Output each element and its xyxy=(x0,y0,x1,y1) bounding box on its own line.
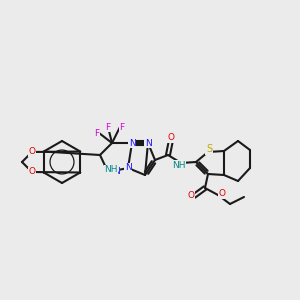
Text: NH: NH xyxy=(104,166,118,175)
Text: O: O xyxy=(167,134,175,142)
Text: F: F xyxy=(119,122,124,131)
Text: O: O xyxy=(218,190,226,199)
Text: N: N xyxy=(124,164,131,172)
Text: N: N xyxy=(145,139,152,148)
Text: F: F xyxy=(105,122,111,131)
Text: NH: NH xyxy=(172,160,186,169)
Text: O: O xyxy=(28,148,35,157)
Text: F: F xyxy=(94,128,100,137)
Text: O: O xyxy=(28,167,35,176)
Text: O: O xyxy=(188,191,194,200)
Text: S: S xyxy=(206,144,212,154)
Text: H: H xyxy=(107,167,113,176)
Text: N: N xyxy=(129,139,135,148)
Text: N: N xyxy=(112,167,119,176)
